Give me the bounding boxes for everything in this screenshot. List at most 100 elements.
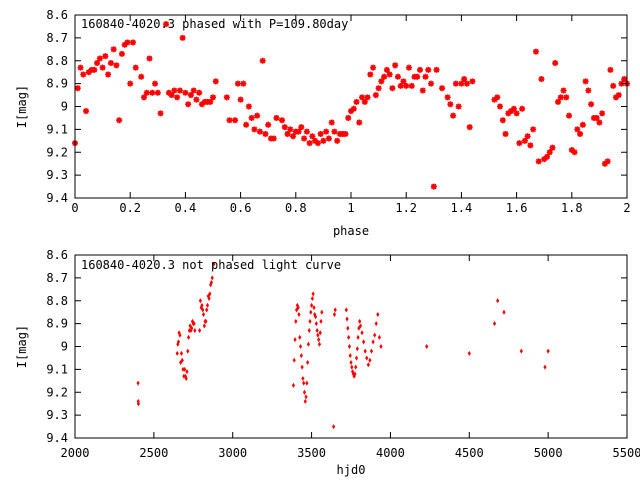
phased-data-point	[494, 94, 501, 101]
phased-data-point	[367, 71, 374, 78]
phased-data-point	[152, 80, 159, 87]
phased-data-point	[516, 140, 523, 147]
unphased-data-point	[136, 380, 140, 386]
phased-data-point	[414, 73, 421, 80]
phased-data-point	[138, 73, 145, 80]
phased-data-point	[270, 135, 277, 142]
phased-data-point	[527, 142, 534, 149]
phased-data-point	[281, 124, 288, 131]
phased-data-point	[372, 92, 379, 99]
phased-data-point	[83, 108, 90, 115]
phased-data-point	[187, 92, 194, 99]
unphased-data-point	[179, 350, 184, 356]
phased-data-point	[171, 87, 178, 94]
unphased-data-point	[345, 316, 349, 322]
phased-data-point	[320, 137, 327, 144]
phased-data-point	[185, 101, 192, 108]
unphased-data-point	[197, 327, 202, 333]
unphased-data-point	[306, 341, 311, 347]
phased-data-point	[146, 55, 153, 62]
phased-data-point	[143, 89, 150, 96]
phased-data-point	[599, 110, 606, 117]
unphased-data-point	[298, 334, 302, 340]
unphased-data-point	[368, 357, 372, 363]
unphased-data-point	[315, 327, 319, 333]
phased-data-point	[508, 108, 515, 115]
phased-x-tick-label: 0.2	[119, 201, 141, 215]
unphased-data-point	[303, 398, 307, 404]
phased-y-tick-label: 9.2	[46, 145, 68, 159]
unphased-data-point	[347, 344, 352, 349]
phased-data-point	[85, 69, 92, 76]
unphased-title: 160840-4020.3 not phased light curve	[81, 258, 341, 272]
phased-data-point	[353, 98, 360, 105]
phased-data-point	[386, 71, 393, 78]
phased-data-point	[596, 119, 603, 126]
phased-data-point	[566, 112, 573, 119]
unphased-data-point	[305, 380, 309, 386]
phased-data-point	[265, 121, 272, 128]
phased-data-point	[248, 114, 255, 121]
phased-data-point	[568, 146, 575, 153]
phased-x-tick-label: 0.4	[175, 201, 197, 215]
unphased-data-point	[309, 309, 313, 315]
unphased-data-point	[373, 332, 377, 338]
phased-data-point	[179, 34, 186, 41]
unphased-data-point	[201, 311, 206, 317]
phased-data-point	[361, 98, 368, 105]
phased-y-tick-label: 9.3	[46, 168, 68, 182]
unphased-data-point	[302, 380, 306, 386]
phased-data-point	[428, 80, 435, 87]
phased-data-point	[405, 64, 412, 71]
phased-data-point	[273, 114, 280, 121]
phased-data-point	[621, 76, 628, 83]
phased-data-point	[350, 105, 357, 112]
unphased-data-point	[333, 307, 337, 313]
phased-x-tick-label: 0.6	[230, 201, 252, 215]
unphased-data-point	[308, 318, 312, 324]
phased-data-point	[314, 140, 321, 147]
phased-data-point	[154, 89, 161, 96]
phased-data-point	[301, 135, 308, 142]
phased-data-point	[400, 78, 407, 85]
phased-data-point	[226, 117, 233, 124]
unphased-data-point	[356, 334, 360, 340]
unphased-data-point	[299, 353, 303, 359]
phased-data-point	[168, 92, 175, 99]
phased-data-point	[312, 137, 319, 144]
phased-data-point	[392, 62, 399, 69]
phased-data-point	[325, 135, 332, 142]
phased-data-point	[342, 130, 349, 137]
unphased-x-tick-label: 2000	[61, 446, 90, 460]
unphased-data-point	[546, 348, 550, 354]
phased-data-point	[588, 101, 595, 108]
phased-data-point	[497, 103, 504, 110]
phased-data-point	[444, 94, 451, 101]
phased-data-point	[403, 82, 410, 89]
unphased-data-point	[496, 298, 500, 304]
unphased-y-tick-label: 9.2	[46, 385, 68, 399]
unphased-data-point	[193, 327, 197, 333]
unphased-data-point	[374, 321, 378, 327]
phased-data-point	[124, 39, 131, 46]
unphased-data-point	[204, 318, 208, 324]
phased-data-point	[419, 87, 426, 94]
unphased-xlabel: hjd0	[337, 463, 366, 477]
phased-y-tick-label: 8.6	[46, 8, 68, 22]
phased-data-point	[560, 87, 567, 94]
unphased-y-tick-label: 9.3	[46, 408, 68, 422]
phased-y-tick-label: 8.7	[46, 31, 68, 45]
phased-data-point	[107, 60, 114, 67]
phased-data-point	[422, 73, 429, 80]
unphased-data-point	[304, 394, 308, 400]
phased-y-tick-label: 9.1	[46, 122, 68, 136]
phased-data-point	[141, 94, 147, 101]
unphased-x-tick-label: 3000	[218, 446, 247, 460]
phased-data-point	[190, 87, 197, 94]
unphased-data-point	[212, 261, 216, 267]
phased-data-point	[149, 89, 156, 96]
unphased-y-tick-label: 8.9	[46, 317, 68, 331]
unphased-data-point	[296, 305, 300, 311]
unphased-data-point	[205, 307, 209, 313]
